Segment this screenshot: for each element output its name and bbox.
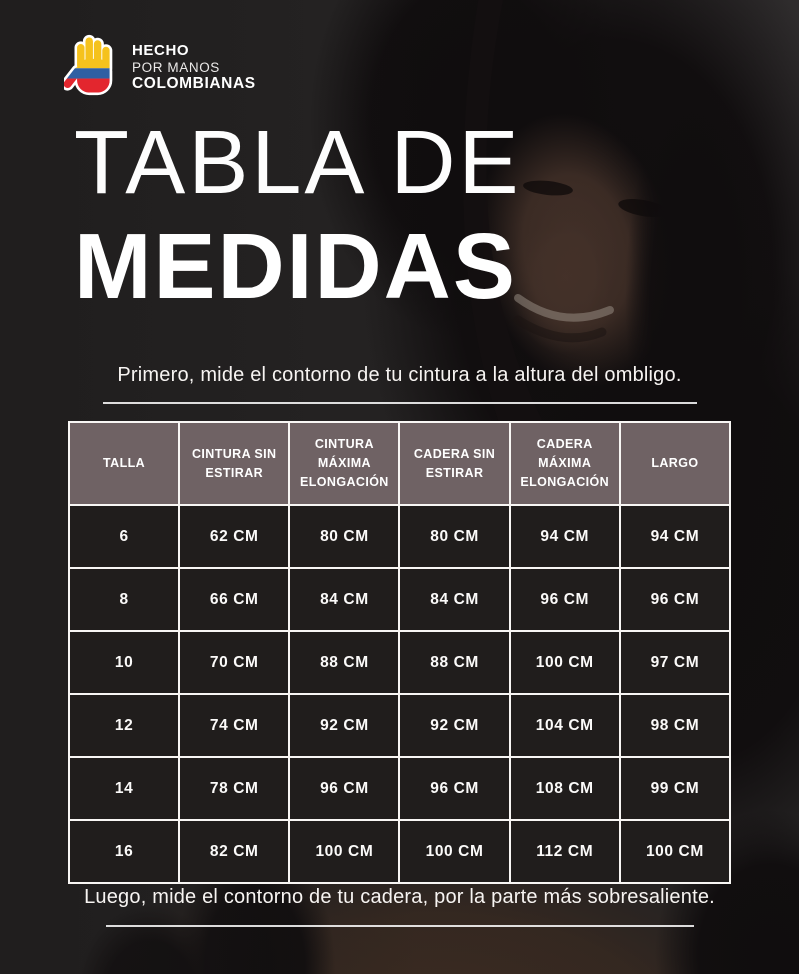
measurement-cell: 96 CM (288, 756, 401, 821)
table-header-cell: LARGO (618, 421, 732, 506)
measurement-cell: 100 CM (398, 819, 511, 884)
page-title: TABLA DE MEDIDAS (74, 118, 522, 313)
measurement-cell: 100 CM (288, 819, 401, 884)
measurement-cell: 108 CM (508, 756, 621, 821)
table-row: 6 62 CM 80 CM 80 CM 94 CM 94 CM (67, 504, 732, 569)
table-header-row: TALLA CINTURA SIN ESTIRAR CINTURA MÁXIMA E… (67, 421, 732, 506)
measurement-cell: 96 CM (398, 756, 511, 821)
measurement-cell: 80 CM (288, 504, 401, 569)
instruction-waist-text: Primero, mide el contorno de tu cintura … (117, 364, 682, 386)
table-row: 14 78 CM 96 CM 96 CM 108 CM 99 CM (67, 756, 732, 821)
measurement-cell: 74 CM (178, 693, 291, 758)
measurement-cell: 92 CM (398, 693, 511, 758)
measurement-cell: 94 CM (618, 504, 732, 569)
brand-logo: HECHO POR MANOS COLOMBIANAS (64, 28, 256, 102)
measurement-cell: 100 CM (618, 819, 732, 884)
measurement-cell: 96 CM (508, 567, 621, 632)
measurement-cell: 88 CM (398, 630, 511, 695)
table-header-cell: CADERA SIN ESTIRAR (398, 421, 511, 506)
table-row: 8 66 CM 84 CM 84 CM 96 CM 96 CM (67, 567, 732, 632)
measurement-cell: 96 CM (618, 567, 732, 632)
brand-wordmark: HECHO POR MANOS COLOMBIANAS (132, 37, 256, 93)
instruction-waist: Primero, mide el contorno de tu cintura … (0, 364, 799, 404)
table-row: 16 82 CM 100 CM 100 CM 112 CM 100 CM (67, 819, 732, 884)
instruction-hip: Luego, mide el contorno de tu cadera, po… (0, 886, 799, 927)
measurement-cell: 82 CM (178, 819, 291, 884)
measurement-cell: 97 CM (618, 630, 732, 695)
table-header-cell: CINTURA MÁXIMA ELONGACIÓN (288, 421, 401, 506)
page-title-line1: TABLA DE (74, 113, 522, 213)
measurement-cell: 94 CM (508, 504, 621, 569)
table-row: 10 70 CM 88 CM 88 CM 100 CM 97 CM (67, 630, 732, 695)
brand-word-por-manos: POR MANOS (132, 60, 220, 76)
divider-line (102, 402, 697, 404)
measurement-cell: 104 CM (508, 693, 621, 758)
table-header-cell: CADERA MÁXIMA ELONGACIÓN (508, 421, 621, 506)
measurement-cell: 78 CM (178, 756, 291, 821)
size-table: TALLA CINTURA SIN ESTIRAR CINTURA MÁXIMA E… (67, 421, 732, 884)
measurement-cell: 88 CM (288, 630, 401, 695)
size-cell: 8 (67, 567, 181, 632)
size-cell: 14 (67, 756, 181, 821)
size-cell: 16 (67, 819, 181, 884)
table-row: 12 74 CM 92 CM 92 CM 104 CM 98 CM (67, 693, 732, 758)
measurement-cell: 62 CM (178, 504, 291, 569)
measurement-cell: 66 CM (178, 567, 291, 632)
brand-word-colombianas: COLOMBIANAS (132, 75, 256, 93)
measurement-cell: 100 CM (508, 630, 621, 695)
table-header-cell: TALLA (67, 421, 181, 506)
measurement-cell: 98 CM (618, 693, 732, 758)
table-header-cell: CINTURA SIN ESTIRAR (178, 421, 291, 506)
size-cell: 6 (67, 504, 181, 569)
measurement-cell: 99 CM (618, 756, 732, 821)
brand-word-hecho: HECHO (132, 42, 190, 60)
size-cell: 10 (67, 630, 181, 695)
measurement-cell: 84 CM (398, 567, 511, 632)
divider-line (105, 925, 694, 927)
measurement-cell: 80 CM (398, 504, 511, 569)
hand-colombian-flag-icon (64, 34, 113, 96)
size-cell: 12 (67, 693, 181, 758)
measurement-cell: 84 CM (288, 567, 401, 632)
measurement-cell: 92 CM (288, 693, 401, 758)
measurement-cell: 70 CM (178, 630, 291, 695)
instruction-hip-text: Luego, mide el contorno de tu cadera, po… (84, 886, 715, 908)
measurement-cell: 112 CM (508, 819, 621, 884)
page-title-line2: MEDIDAS (74, 214, 517, 318)
